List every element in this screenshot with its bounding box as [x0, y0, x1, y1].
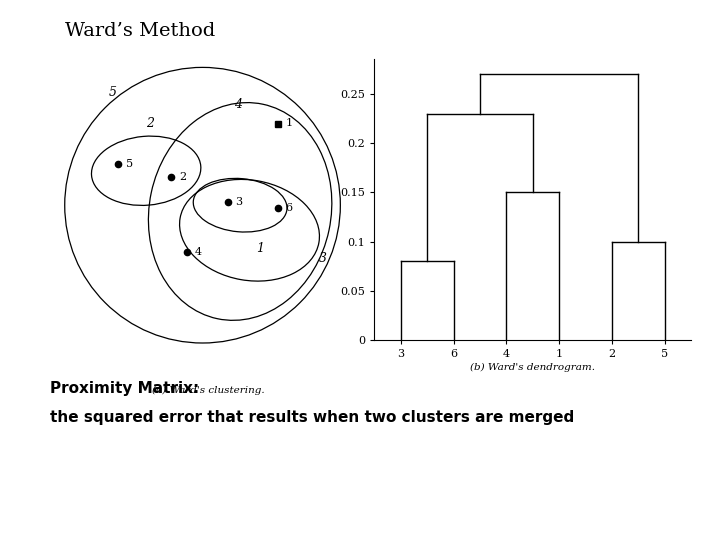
Text: 6: 6: [286, 204, 292, 213]
Text: 3: 3: [318, 252, 326, 265]
Text: (a) Ward's clustering.: (a) Ward's clustering.: [153, 386, 265, 395]
Text: Proximity Matrix:: Proximity Matrix:: [50, 381, 199, 396]
Text: 1: 1: [256, 242, 264, 255]
Text: Ward’s Method: Ward’s Method: [65, 22, 215, 39]
Text: 5: 5: [109, 85, 117, 99]
Text: 4: 4: [234, 98, 242, 111]
Text: 4: 4: [194, 247, 202, 257]
Text: 2: 2: [146, 117, 154, 130]
Text: 1: 1: [286, 118, 292, 128]
Text: 5: 5: [126, 159, 133, 170]
Text: 2: 2: [179, 172, 186, 182]
Text: (b) Ward's dendrogram.: (b) Ward's dendrogram.: [470, 363, 595, 372]
Text: the squared error that results when two clusters are merged: the squared error that results when two …: [50, 410, 575, 426]
Text: 3: 3: [235, 197, 243, 207]
